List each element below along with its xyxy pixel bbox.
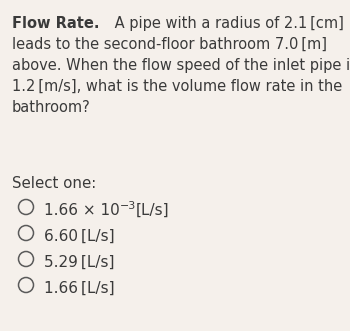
Text: bathroom?: bathroom? bbox=[12, 100, 91, 115]
Text: 1.66 × 10: 1.66 × 10 bbox=[44, 203, 120, 218]
Text: [L/s]: [L/s] bbox=[136, 203, 170, 218]
Text: 1.66 [L/s]: 1.66 [L/s] bbox=[44, 281, 115, 296]
Text: Flow Rate.: Flow Rate. bbox=[12, 16, 99, 31]
Text: 5.29 [L/s]: 5.29 [L/s] bbox=[44, 255, 114, 270]
Text: −3: −3 bbox=[120, 201, 136, 211]
Text: leads to the second-floor bathroom 7.0 [m]: leads to the second-floor bathroom 7.0 [… bbox=[12, 37, 327, 52]
Text: −3: −3 bbox=[120, 201, 136, 211]
Text: 1.2 [m/s], what is the volume flow rate in the: 1.2 [m/s], what is the volume flow rate … bbox=[12, 79, 342, 94]
Text: 6.60 [L/s]: 6.60 [L/s] bbox=[44, 229, 115, 244]
Text: Select one:: Select one: bbox=[12, 176, 96, 191]
Text: above. When the flow speed of the inlet pipe is: above. When the flow speed of the inlet … bbox=[12, 58, 350, 73]
Text: A pipe with a radius of 2.1 [cm]: A pipe with a radius of 2.1 [cm] bbox=[99, 16, 343, 31]
